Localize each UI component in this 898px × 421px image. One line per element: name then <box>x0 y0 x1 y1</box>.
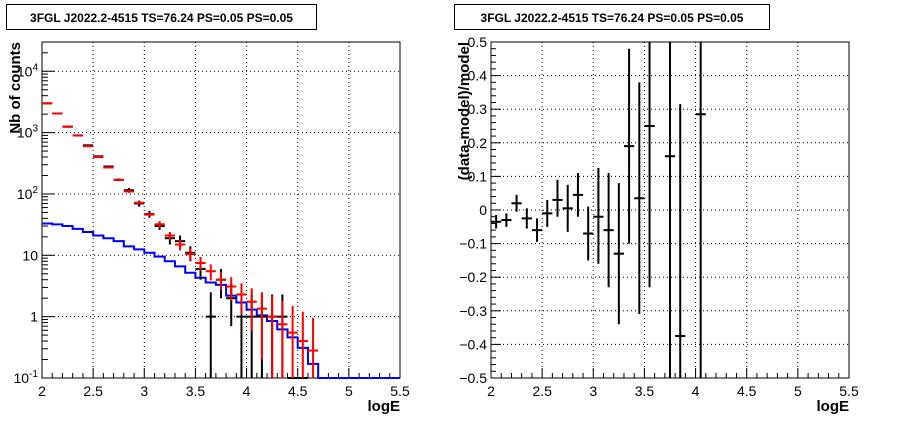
model-point <box>236 283 247 315</box>
residual-point <box>491 215 502 229</box>
y-tick-label: −0.3 <box>459 303 487 319</box>
residual-point <box>593 168 604 264</box>
model-point <box>195 256 206 271</box>
x-tick-label: 2 <box>487 383 495 399</box>
model-point <box>82 145 94 148</box>
x-axis-label: logE <box>368 398 401 415</box>
residual-point <box>634 82 645 315</box>
counts-chart-panel: 3FGL J2022.2-4515 TS=76.24 PS=0.05 PS=0.… <box>6 4 410 415</box>
x-tick-label: 4 <box>692 383 700 399</box>
x-tick-label: 3 <box>589 383 597 399</box>
x-tick-label: 5 <box>345 383 353 399</box>
x-tick-label: 2.5 <box>83 383 103 399</box>
x-tick-label: 5.5 <box>839 383 859 399</box>
y-tick-label: 1 <box>30 309 38 325</box>
x-tick-label: 3.5 <box>186 383 206 399</box>
y-tick-label: 0.3 <box>468 101 488 117</box>
x-tick-label: 5.5 <box>390 383 410 399</box>
y-tick-label: −0.4 <box>459 336 487 352</box>
model-point <box>246 288 257 331</box>
model-point <box>297 311 308 378</box>
x-tick-label: 2 <box>38 383 46 399</box>
model-point <box>164 231 175 240</box>
residual-chart: 2 2.5 3 3.5 4 4.5 5 5.5 −0.5 −0.4 −0.3 −0.2 −0.1 0 0.1… <box>456 34 859 415</box>
residual-point <box>552 179 563 217</box>
model-point <box>52 112 63 115</box>
residual-point <box>511 194 522 212</box>
residual-point <box>695 42 706 378</box>
residual-point <box>572 173 584 217</box>
model-point <box>72 134 83 137</box>
model-point <box>42 102 53 105</box>
model-point <box>277 300 288 378</box>
x-tick-label: 2.5 <box>532 383 552 399</box>
y-tick-label: 10-1 <box>14 369 39 386</box>
x-tick-label: 4.5 <box>737 383 757 399</box>
counts-chart-title: 3FGL J2022.2-4515 TS=76.24 PS=0.05 PS=0.… <box>6 4 317 30</box>
y-tick-label: −0.1 <box>459 236 487 252</box>
model-point <box>185 248 196 261</box>
x-tick-label: 4 <box>243 383 251 399</box>
y-tick-label: 0 <box>479 202 487 218</box>
residual-point <box>531 218 543 242</box>
y-tick-label: −0.2 <box>459 269 487 285</box>
y-tick-label: 0.4 <box>468 68 488 84</box>
residual-point <box>603 173 614 288</box>
model-point <box>256 292 268 360</box>
model-point <box>287 305 298 378</box>
y-axis-label: Nb of counts <box>7 42 24 134</box>
residual-chart-panel: 3FGL J2022.2-4515 TS=76.24 PS=0.05 PS=0.… <box>449 0 898 421</box>
y-tick-label: 103 <box>17 124 39 141</box>
y-tick-label: 0.2 <box>468 135 488 151</box>
model-point <box>123 190 135 193</box>
y-axis-label: (data-model)/model <box>456 42 473 180</box>
residual-point <box>644 42 655 288</box>
residual-point <box>542 199 553 227</box>
residual-chart-title: 3FGL J2022.2-4515 TS=76.24 PS=0.05 PS=0.… <box>454 4 770 30</box>
model-point <box>215 272 227 291</box>
model-point <box>154 221 165 228</box>
residual-point <box>675 104 686 378</box>
x-tick-label: 4.5 <box>288 383 308 399</box>
residual-point <box>664 42 676 378</box>
residual-point <box>623 48 635 244</box>
residual-point <box>613 183 624 325</box>
y-tick-label: 10 <box>22 247 38 263</box>
model-point <box>134 201 145 205</box>
model-point <box>113 178 124 181</box>
model-point <box>93 156 104 159</box>
residual-point <box>583 206 594 261</box>
y-tick-label: 104 <box>17 62 39 79</box>
model-point <box>62 125 73 128</box>
y-tick-label: −0.5 <box>459 370 487 386</box>
y-tick-label: 0.1 <box>468 168 488 184</box>
y-tick-label: 0.5 <box>468 34 488 50</box>
model-point <box>307 318 319 378</box>
model-point <box>205 264 216 281</box>
y-tick-label: 102 <box>17 185 39 202</box>
model-point <box>226 277 237 301</box>
residual-point <box>501 213 512 227</box>
counts-chart: 2 2.5 3 3.5 4 4.5 5 5.5 10-1 1 10 102 103 104 logE Nb o… <box>7 41 410 415</box>
residual-point <box>521 208 532 229</box>
model-point <box>174 239 186 251</box>
model-point <box>267 295 278 378</box>
data-point <box>205 292 216 378</box>
residual-point <box>562 184 573 232</box>
model-point <box>144 212 155 217</box>
x-tick-label: 5 <box>794 383 802 399</box>
x-axis-label: logE <box>817 398 850 415</box>
x-tick-label: 3 <box>140 383 148 399</box>
model-point <box>103 166 114 169</box>
model-step-line <box>42 222 400 379</box>
plot-frame <box>41 41 401 379</box>
x-tick-label: 3.5 <box>635 383 655 399</box>
